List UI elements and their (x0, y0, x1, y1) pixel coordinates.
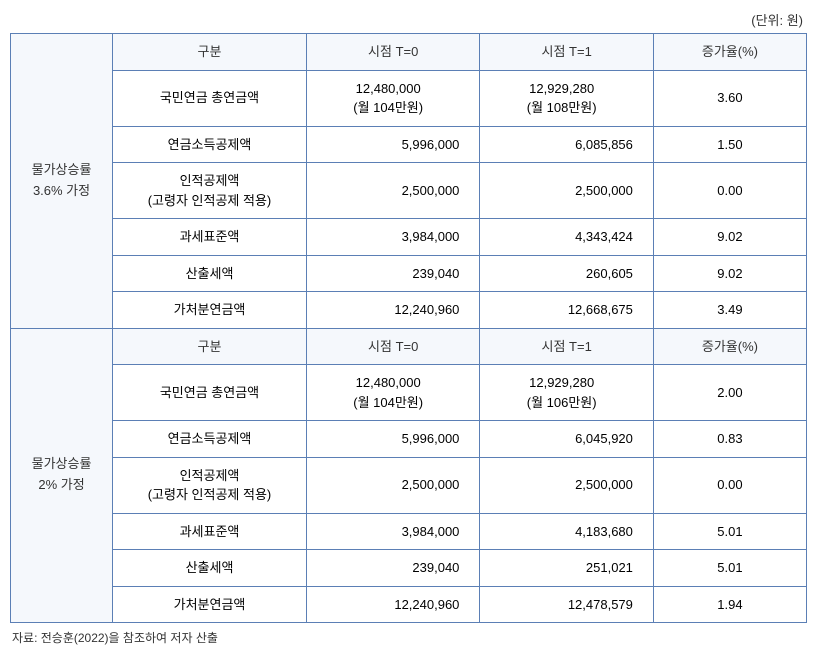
cell-t1: 6,085,856 (480, 126, 653, 163)
cell-rate: 3.49 (653, 292, 806, 329)
cell-sub: (월 104만원) (353, 395, 423, 410)
unit-label: (단위: 원) (10, 10, 807, 29)
table-row: 국민연금 총연금액 12,480,000 (월 104만원) 12,929,28… (11, 365, 807, 421)
cell-rate: 1.50 (653, 126, 806, 163)
cell-t1: 4,183,680 (480, 513, 653, 550)
cell-t0: 12,240,960 (306, 292, 479, 329)
row-label: 가처분연금액 (113, 586, 307, 623)
col-header-t0: 시점 T=0 (306, 328, 479, 365)
table-row: 가처분연금액 12,240,960 12,668,675 3.49 (11, 292, 807, 329)
cell-t0: 5,996,000 (306, 126, 479, 163)
col-header-category: 구분 (113, 34, 307, 71)
cell-t1: 260,605 (480, 255, 653, 292)
cell-rate: 1.94 (653, 586, 806, 623)
cell-t1: 12,668,675 (480, 292, 653, 329)
section-header: 물가상승률 3.6% 가정 (11, 34, 113, 329)
row-label: 연금소득공제액 (113, 421, 307, 458)
cell-rate: 3.60 (653, 70, 806, 126)
cell-rate: 9.02 (653, 219, 806, 256)
cell-rate: 9.02 (653, 255, 806, 292)
col-header-rate: 증가율(%) (653, 328, 806, 365)
row-label-2: (고령자 인적공제 적용) (148, 193, 272, 208)
cell-t1: 251,021 (480, 550, 653, 587)
row-label: 연금소득공제액 (113, 126, 307, 163)
cell-t1: 4,343,424 (480, 219, 653, 256)
table-row: 국민연금 총연금액 12,480,000 (월 104만원) 12,929,28… (11, 70, 807, 126)
cell-t1: 12,478,579 (480, 586, 653, 623)
col-header-t1: 시점 T=1 (480, 34, 653, 71)
col-header-category: 구분 (113, 328, 307, 365)
cell-t0: 12,480,000 (월 104만원) (306, 365, 479, 421)
row-label: 인적공제액 (고령자 인적공제 적용) (113, 457, 307, 513)
cell-t1: 2,500,000 (480, 457, 653, 513)
row-label-1: 인적공제액 (180, 468, 240, 483)
cell-rate: 0.83 (653, 421, 806, 458)
cell-t1: 6,045,920 (480, 421, 653, 458)
cell-value: 12,929,280 (529, 81, 594, 96)
row-label: 산출세액 (113, 255, 307, 292)
row-label: 과세표준액 (113, 219, 307, 256)
col-header-t0: 시점 T=0 (306, 34, 479, 71)
col-header-rate: 증가율(%) (653, 34, 806, 71)
table-row: 가처분연금액 12,240,960 12,478,579 1.94 (11, 586, 807, 623)
table-row: 인적공제액 (고령자 인적공제 적용) 2,500,000 2,500,000 … (11, 163, 807, 219)
section-title-1: 물가상승률 (32, 456, 92, 471)
cell-rate: 0.00 (653, 457, 806, 513)
row-label-2: (고령자 인적공제 적용) (148, 487, 272, 502)
cell-t0: 239,040 (306, 550, 479, 587)
row-label: 가처분연금액 (113, 292, 307, 329)
row-label: 인적공제액 (고령자 인적공제 적용) (113, 163, 307, 219)
cell-t0: 2,500,000 (306, 163, 479, 219)
cell-t0: 3,984,000 (306, 219, 479, 256)
cell-value: 12,480,000 (356, 375, 421, 390)
row-label: 국민연금 총연금액 (113, 365, 307, 421)
table-row: 산출세액 239,040 251,021 5.01 (11, 550, 807, 587)
cell-rate: 0.00 (653, 163, 806, 219)
section-header: 물가상승률 2% 가정 (11, 328, 113, 623)
cell-value: 12,929,280 (529, 375, 594, 390)
cell-t0: 12,480,000 (월 104만원) (306, 70, 479, 126)
cell-sub: (월 106만원) (527, 395, 597, 410)
row-label: 산출세액 (113, 550, 307, 587)
table-row: 연금소득공제액 5,996,000 6,045,920 0.83 (11, 421, 807, 458)
cell-rate: 5.01 (653, 513, 806, 550)
row-label: 과세표준액 (113, 513, 307, 550)
cell-value: 12,480,000 (356, 81, 421, 96)
table-row: 연금소득공제액 5,996,000 6,085,856 1.50 (11, 126, 807, 163)
section-title-2: 3.6% 가정 (33, 183, 90, 198)
table-row: 과세표준액 3,984,000 4,183,680 5.01 (11, 513, 807, 550)
row-label: 국민연금 총연금액 (113, 70, 307, 126)
row-label-1: 인적공제액 (180, 173, 240, 188)
cell-t1: 12,929,280 (월 106만원) (480, 365, 653, 421)
table-row: 산출세액 239,040 260,605 9.02 (11, 255, 807, 292)
cell-rate: 5.01 (653, 550, 806, 587)
cell-rate: 2.00 (653, 365, 806, 421)
cell-t1: 2,500,000 (480, 163, 653, 219)
cell-t0: 5,996,000 (306, 421, 479, 458)
section-title-2: 2% 가정 (38, 477, 84, 492)
pension-table: 물가상승률 3.6% 가정 구분 시점 T=0 시점 T=1 증가율(%) 국민… (10, 33, 807, 623)
cell-t0: 12,240,960 (306, 586, 479, 623)
col-header-t1: 시점 T=1 (480, 328, 653, 365)
table-row: 과세표준액 3,984,000 4,343,424 9.02 (11, 219, 807, 256)
cell-sub: (월 104만원) (353, 100, 423, 115)
section-title-1: 물가상승률 (32, 162, 92, 177)
cell-sub: (월 108만원) (527, 100, 597, 115)
cell-t0: 3,984,000 (306, 513, 479, 550)
cell-t0: 2,500,000 (306, 457, 479, 513)
cell-t1: 12,929,280 (월 108만원) (480, 70, 653, 126)
cell-t0: 239,040 (306, 255, 479, 292)
table-row: 인적공제액 (고령자 인적공제 적용) 2,500,000 2,500,000 … (11, 457, 807, 513)
